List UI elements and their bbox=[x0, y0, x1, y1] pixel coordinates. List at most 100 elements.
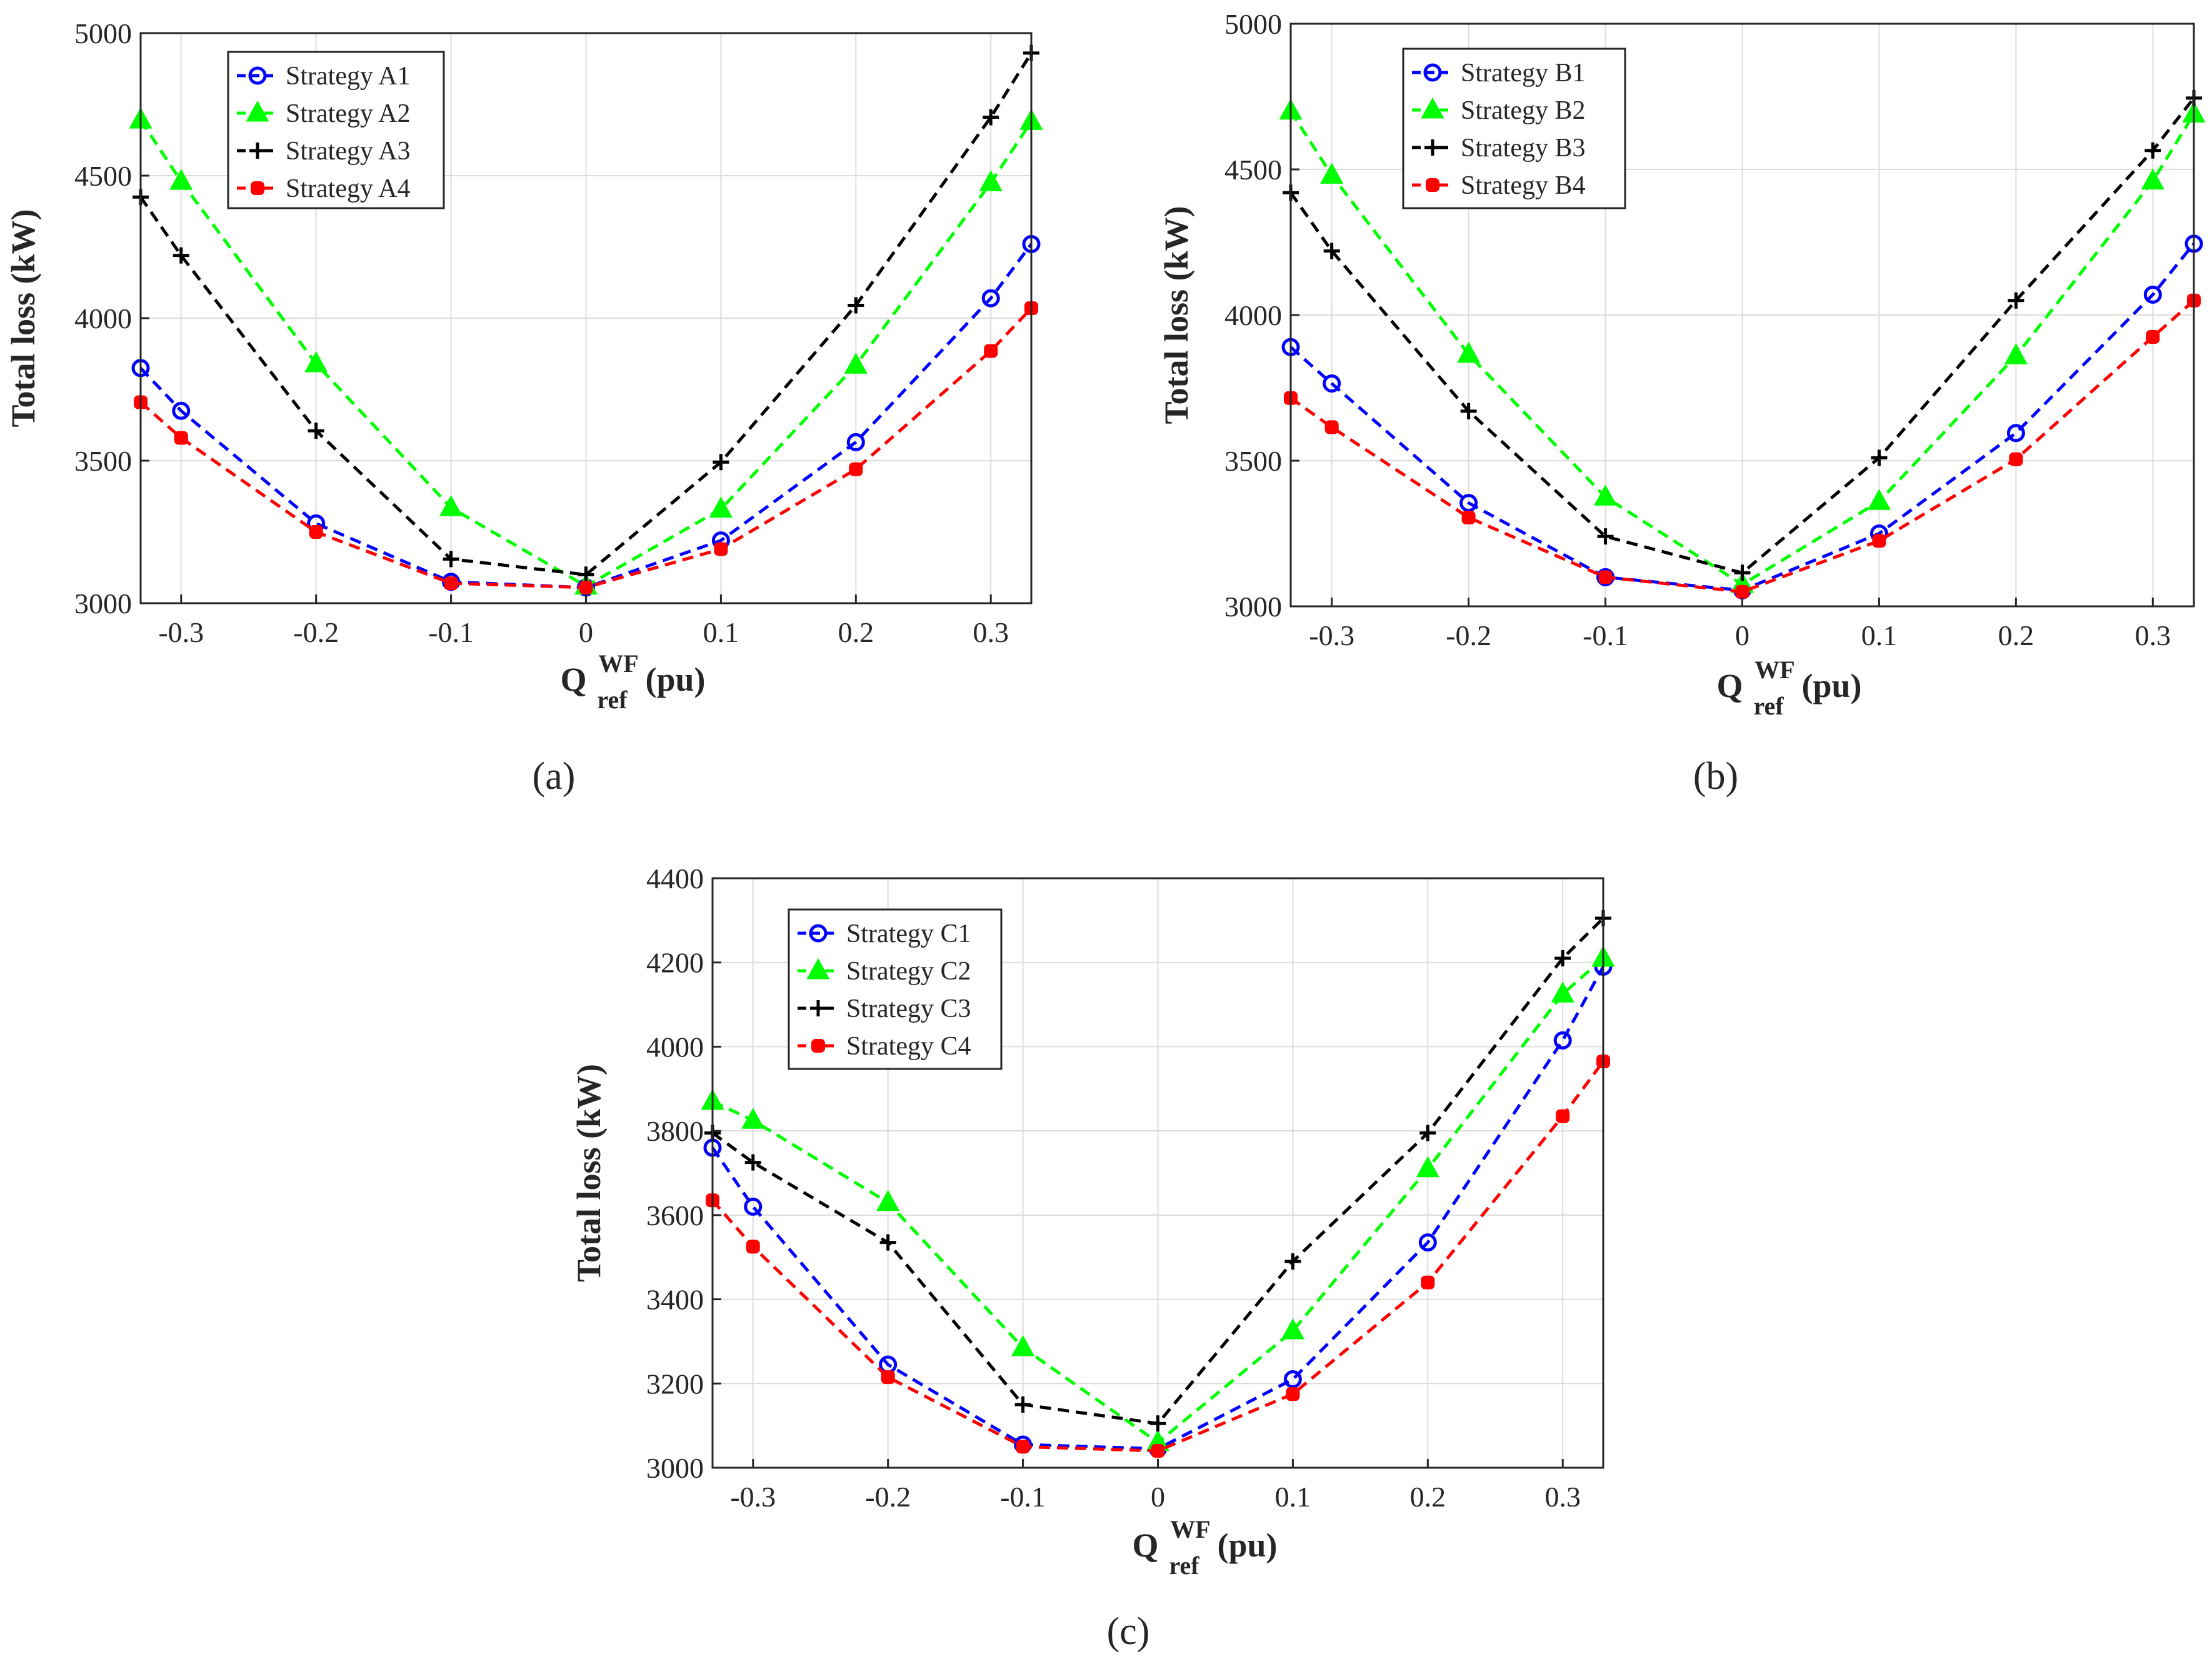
legend-label: Strategy C1 bbox=[846, 920, 971, 948]
x-axis-label-superscript: WF bbox=[1754, 656, 1794, 684]
data-point bbox=[979, 170, 1003, 191]
x-axis-label-superscript: WF bbox=[598, 649, 638, 678]
data-point bbox=[1871, 449, 1888, 466]
legend-marker bbox=[1423, 63, 1442, 82]
y-axis-label: Total loss (kW) bbox=[1158, 206, 1195, 424]
x-tick-label: -0.1 bbox=[1583, 619, 1628, 651]
data-point bbox=[1421, 1275, 1435, 1290]
x-tick-label: 0.3 bbox=[2135, 619, 2171, 651]
x-tick-label: -0.3 bbox=[158, 616, 204, 648]
data-point bbox=[1594, 484, 1618, 506]
x-tick-label: 0 bbox=[1151, 1481, 1165, 1513]
data-point bbox=[2146, 329, 2160, 344]
data-point bbox=[744, 1197, 763, 1216]
x-axis-label-unit: (pu) bbox=[1218, 1526, 1278, 1564]
x-tick-label: -0.3 bbox=[730, 1481, 776, 1513]
data-point bbox=[876, 1190, 900, 1211]
legend-marker bbox=[1426, 178, 1439, 192]
data-point bbox=[2141, 168, 2164, 190]
legend-label: Strategy A2 bbox=[286, 99, 410, 128]
data-point bbox=[848, 297, 864, 314]
legend-label: Strategy A3 bbox=[286, 137, 410, 166]
data-point bbox=[2143, 285, 2162, 304]
x-tick-label: 0.1 bbox=[1275, 1481, 1311, 1513]
legend-marker bbox=[1421, 97, 1444, 119]
data-point bbox=[1284, 1253, 1301, 1270]
data-point bbox=[1554, 950, 1571, 966]
data-point bbox=[1551, 981, 1574, 1003]
legend-label: Strategy B4 bbox=[1461, 171, 1585, 200]
data-point bbox=[1416, 1156, 1439, 1178]
chart-b: -0.3 -0.2 -0.1 0 0.1 0.2 0.3 3000 3500 4000 4500 50… bbox=[1158, 8, 2206, 798]
data-point bbox=[744, 1154, 761, 1171]
legend-label: Strategy B1 bbox=[1461, 59, 1585, 88]
x-axis-label-unit: (pu) bbox=[646, 661, 706, 698]
y-tick-label: 3000 bbox=[74, 588, 132, 619]
x-tick-label: -0.2 bbox=[865, 1481, 911, 1513]
series-line bbox=[1289, 299, 2195, 594]
data-point bbox=[1867, 489, 1891, 510]
legend-marker bbox=[246, 100, 269, 122]
y-tick-label: 3400 bbox=[646, 1284, 704, 1316]
panel-caption: (b) bbox=[1693, 755, 1738, 798]
y-tick-label: 5000 bbox=[1224, 8, 1282, 40]
data-point bbox=[172, 401, 191, 420]
y-tick-label: 5000 bbox=[74, 18, 132, 49]
data-point bbox=[1734, 564, 1751, 581]
data-point bbox=[579, 580, 593, 594]
legend-label: Strategy A1 bbox=[286, 62, 410, 91]
data-point bbox=[844, 353, 868, 374]
series-strategy-c2 bbox=[701, 945, 1615, 1451]
y-tick-label: 4000 bbox=[1224, 299, 1282, 331]
data-point bbox=[881, 1370, 895, 1385]
y-tick-label: 3500 bbox=[1224, 445, 1282, 477]
x-tick-label: 0.3 bbox=[1544, 1481, 1581, 1513]
data-point bbox=[169, 169, 193, 190]
chart-a: -0.3 -0.2 -0.1 0 0.1 0.2 0.3 3000 3500 4000 4500 50… bbox=[4, 18, 1043, 798]
legend: Strategy C1 Strategy C2 Strategy C3 Strateg… bbox=[788, 908, 1003, 1070]
x-tick-label: 0 bbox=[579, 616, 593, 648]
x-axis-label-unit: (pu) bbox=[1802, 667, 1862, 704]
data-point bbox=[2144, 142, 2161, 159]
x-axis-label: Q bbox=[560, 661, 586, 698]
x-axis-label: Q bbox=[1132, 1526, 1158, 1564]
data-point bbox=[308, 423, 324, 439]
legend-label: Strategy C4 bbox=[846, 1032, 971, 1061]
data-point bbox=[1011, 1335, 1035, 1356]
x-tick-label: -0.1 bbox=[428, 616, 474, 648]
data-point bbox=[1323, 243, 1340, 259]
legend-label: Strategy C2 bbox=[846, 957, 971, 986]
data-point bbox=[2006, 424, 2025, 443]
y-tick-label: 4000 bbox=[646, 1031, 704, 1063]
data-point bbox=[849, 462, 863, 476]
legend-label: Strategy A4 bbox=[286, 174, 410, 203]
legend: Strategy B1 Strategy B2 Strategy B3 Strateg… bbox=[1402, 48, 1626, 209]
data-point bbox=[174, 431, 188, 445]
data-point bbox=[309, 525, 323, 539]
data-point bbox=[1598, 570, 1613, 584]
data-point bbox=[1457, 341, 1481, 363]
data-point bbox=[1014, 1396, 1031, 1413]
series-strategy-b3 bbox=[1283, 89, 2202, 581]
data-point bbox=[2009, 452, 2023, 466]
data-point bbox=[1323, 374, 1341, 393]
x-axis-label-subscript: ref bbox=[597, 686, 628, 714]
legend-label: Strategy C3 bbox=[846, 995, 971, 1023]
data-point bbox=[1735, 584, 1749, 599]
x-axis-label-subscript: ref bbox=[1169, 1551, 1199, 1580]
legend-marker bbox=[251, 181, 264, 195]
data-point bbox=[981, 289, 1000, 308]
y-axis-label: Total loss (kW) bbox=[4, 209, 42, 427]
data-point bbox=[439, 495, 463, 516]
data-point bbox=[846, 433, 865, 451]
data-point bbox=[578, 566, 594, 583]
y-tick-label: 4200 bbox=[646, 947, 704, 979]
data-point bbox=[2008, 292, 2024, 309]
data-point bbox=[1460, 403, 1477, 419]
x-axis-label-superscript: WF bbox=[1170, 1515, 1210, 1543]
panel-caption: (c) bbox=[1107, 1610, 1150, 1653]
series-line bbox=[139, 52, 1033, 577]
data-point bbox=[1461, 510, 1476, 524]
x-tick-label: -0.3 bbox=[1309, 619, 1354, 651]
